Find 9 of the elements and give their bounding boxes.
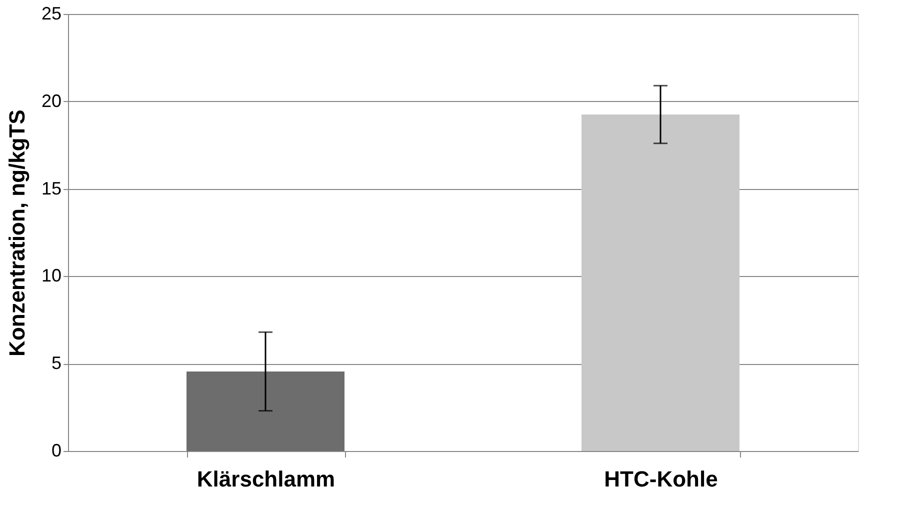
- y-tick-label: 20: [41, 90, 62, 111]
- y-axis-title: Konzentration, ng/kgTS: [4, 110, 30, 356]
- x-tick-label: HTC-Kohle: [604, 466, 718, 492]
- y-tick-label: 5: [51, 353, 62, 374]
- y-tick-label: 0: [51, 440, 62, 460]
- y-tick-label: 15: [41, 178, 62, 198]
- y-tick-label: 25: [41, 4, 62, 24]
- y-tick-label: 10: [41, 266, 62, 286]
- x-tick-label: Klärschlamm: [196, 466, 336, 492]
